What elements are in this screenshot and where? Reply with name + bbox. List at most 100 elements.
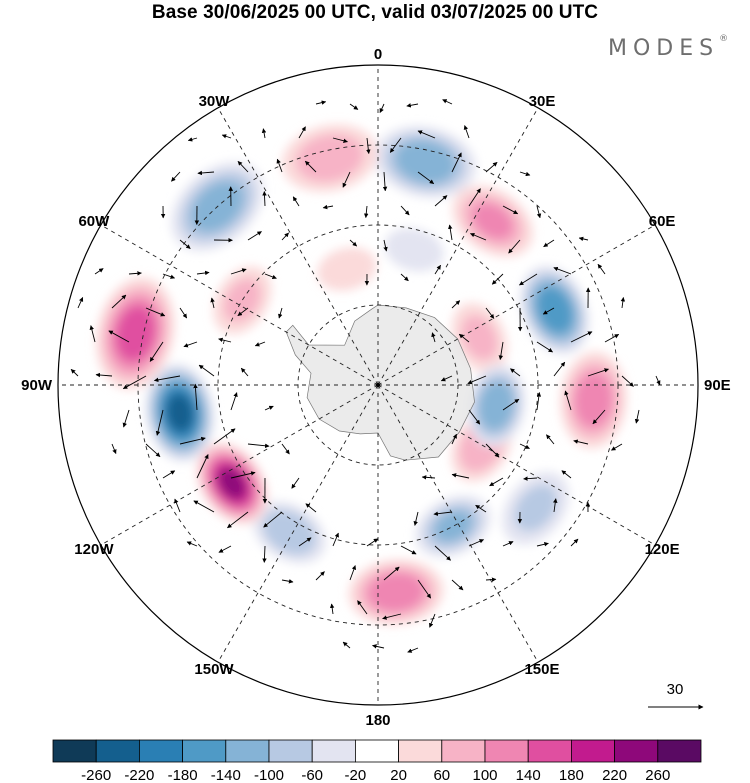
- wind-arrow: [546, 434, 555, 445]
- map-border: [57, 64, 699, 706]
- wind-arrow: [502, 541, 514, 547]
- wind-arrow: [332, 137, 348, 143]
- colorbar-tick-label: -100: [254, 767, 284, 783]
- wind-arrow: [523, 476, 538, 481]
- wind-arrow: [379, 103, 385, 114]
- longitude-label: 30E: [529, 93, 556, 110]
- wind-arrow: [342, 641, 351, 649]
- wind-arrow: [186, 541, 198, 547]
- wind-arrow: [431, 332, 436, 343]
- wind-arrow: [281, 232, 289, 241]
- anomaly-contour: [395, 140, 456, 184]
- anomaly-contour: [472, 203, 513, 240]
- wind-arrow: [179, 436, 206, 445]
- longitude-label: 120E: [645, 541, 680, 558]
- anomaly-cell: [145, 363, 215, 462]
- wind-arrow: [153, 375, 181, 383]
- wind-arrow: [400, 545, 417, 555]
- wind-arrow: [508, 239, 521, 254]
- wind-arrow: [407, 647, 419, 653]
- wind-arrow: [451, 433, 457, 445]
- wind-arrow: [183, 341, 198, 348]
- wind-arrow: [570, 331, 593, 343]
- wind-arrow: [218, 545, 232, 553]
- colorbar-swatch: [441, 739, 486, 763]
- wind-arrow: [363, 205, 369, 219]
- wind-arrow: [489, 477, 504, 487]
- wind-arrow: [451, 473, 470, 479]
- wind-arrow: [451, 579, 464, 591]
- longitude-label: 30W: [199, 93, 231, 110]
- meridian-line: [217, 384, 379, 663]
- wind-arrow: [332, 532, 339, 547]
- wind-arrow: [197, 170, 215, 176]
- wind-arrow: [196, 454, 209, 479]
- logo-text: MODES: [608, 36, 720, 61]
- anomaly-cell: [282, 124, 378, 192]
- wind-arrow: [383, 566, 400, 581]
- wind-arrow: [448, 224, 453, 241]
- anomaly-contour: [514, 485, 557, 532]
- wind-arrow: [519, 273, 538, 286]
- antarctica-coastline: [285, 304, 475, 461]
- wind-arrow: [587, 368, 609, 377]
- colorbar-tick-label: -140: [211, 767, 241, 783]
- wind-arrow: [128, 271, 142, 276]
- wind-arrow: [400, 205, 410, 216]
- wind-arrow: [187, 137, 198, 142]
- wind-arrow: [263, 511, 283, 528]
- wind-arrow: [491, 273, 504, 285]
- wind-arrow: [198, 364, 215, 377]
- modes-logo: MODES®: [608, 34, 728, 61]
- wind-arrow: [111, 443, 117, 455]
- wind-arrow: [261, 128, 267, 139]
- colorbar-swatch: [182, 739, 227, 763]
- anomaly-cell: [317, 247, 377, 291]
- anomaly-cell: [374, 126, 477, 198]
- wind-arrow: [458, 333, 470, 343]
- wind-arrow: [349, 103, 359, 110]
- longitude-label: 150E: [524, 661, 559, 678]
- wind-arrow: [254, 341, 266, 347]
- wind-arrow: [264, 273, 277, 280]
- colorbar: -260 -220 -180 -140 -100 -60 -20 20 60 100 140 180 2…: [52, 739, 702, 783]
- meridian-line: [100, 224, 379, 386]
- anomaly-contour: [478, 381, 514, 431]
- lat-lon-grid: [58, 65, 698, 705]
- longitude-label: 180: [365, 712, 390, 729]
- wind-arrow: [485, 443, 500, 458]
- longitude-label: 90W: [21, 377, 53, 394]
- reference-vector: 30: [648, 681, 704, 710]
- colorbar-swatch: [268, 739, 313, 763]
- longitude-label: 60W: [78, 213, 110, 230]
- wind-arrow: [305, 503, 317, 513]
- anomaly-cell: [415, 495, 491, 558]
- colorbar-tick-label: -260: [81, 767, 111, 783]
- wind-arrow: [519, 443, 530, 449]
- anomaly-contour: [461, 315, 498, 360]
- wind-arrow: [592, 409, 606, 425]
- wind-arrow: [485, 307, 495, 319]
- wind-arrow: [406, 103, 419, 108]
- wind-arrow: [570, 538, 579, 547]
- anomaly-cell: [451, 302, 508, 373]
- wind-arrow: [322, 204, 334, 210]
- anomaly-contour: [367, 572, 425, 612]
- wind-arrow: [221, 134, 232, 139]
- wind-arrow: [510, 368, 521, 377]
- colorbar-swatch: [225, 739, 270, 763]
- colorbar-tick-label: -180: [168, 767, 198, 783]
- chart-title: Base 30/06/2025 00 UTC, valid 03/07/2025…: [151, 2, 599, 23]
- colorbar-swatch: [614, 739, 659, 763]
- wind-arrow: [421, 475, 436, 480]
- colorbar-tick-label: 180: [559, 767, 584, 783]
- logo-registered-mark: ®: [719, 34, 729, 44]
- anomaly-contour: [317, 247, 377, 291]
- longitude-label: 150W: [194, 661, 234, 678]
- wind-arrow: [536, 341, 553, 353]
- meridian-line: [377, 224, 656, 386]
- anomaly-field: [96, 124, 627, 625]
- colorbar-tick-label: -60: [301, 767, 323, 783]
- longitude-label: 0: [374, 46, 382, 63]
- wind-arrow: [553, 266, 572, 275]
